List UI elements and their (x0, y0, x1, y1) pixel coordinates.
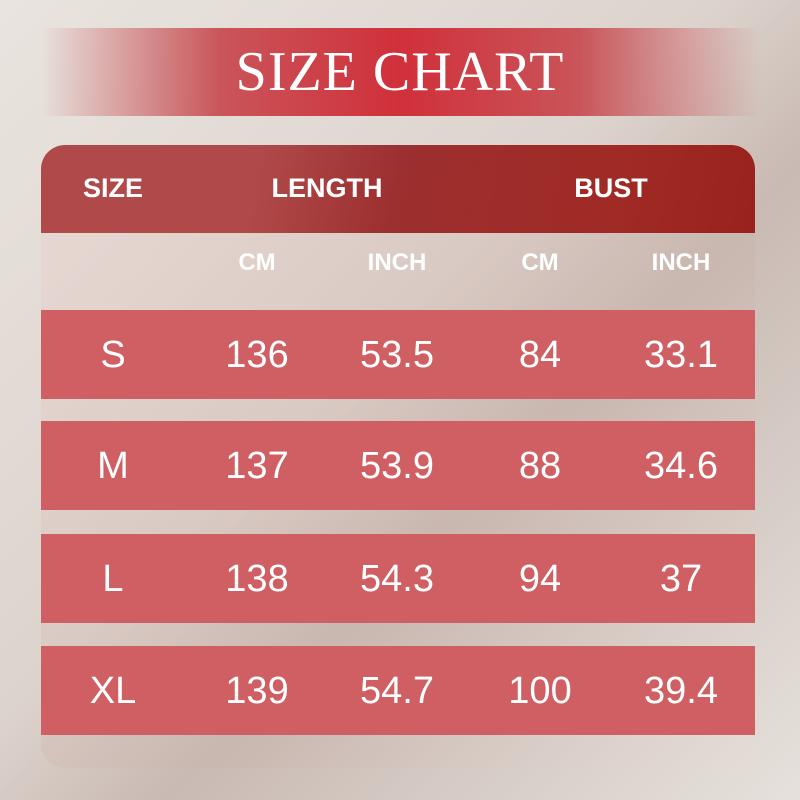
table-row: S 136 53.5 84 33.1 (41, 310, 755, 399)
size-table: SIZE LENGTH BUST CM INCH CM INCH S 136 53.… (41, 145, 755, 768)
header-length: LENGTH (271, 173, 383, 203)
cell-length-inch: 53.9 (360, 445, 434, 487)
cell-bust-inch: 33.1 (644, 334, 718, 376)
cell-length-inch: 54.3 (360, 558, 434, 600)
page-title: SIZE CHART (235, 41, 565, 103)
cell-length-inch: 53.5 (360, 334, 434, 376)
cell-size: XL (89, 670, 137, 712)
unit-length-inch: INCH (367, 249, 427, 276)
header-bust: BUST (574, 173, 648, 203)
unit-bust-cm: CM (521, 249, 559, 276)
cell-bust-cm: 94 (518, 558, 562, 600)
table-row: XL 139 54.7 100 39.4 (41, 646, 755, 735)
table-row: L 138 54.3 94 37 (41, 534, 755, 623)
cell-size: L (102, 558, 124, 600)
unit-length-cm: CM (238, 249, 276, 276)
cell-length-cm: 137 (225, 445, 289, 487)
cell-size: S (100, 334, 126, 376)
cell-bust-cm: 84 (518, 334, 562, 376)
cell-bust-inch: 34.6 (644, 445, 718, 487)
unit-header: CM INCH CM INCH (41, 233, 755, 310)
cell-length-cm: 136 (225, 334, 289, 376)
cell-length-inch: 54.7 (360, 670, 434, 712)
cell-bust-inch: 39.4 (644, 670, 718, 712)
header-size: SIZE (82, 173, 144, 203)
cell-length-cm: 138 (225, 558, 289, 600)
cell-length-cm: 139 (225, 670, 289, 712)
table-row: M 137 53.9 88 34.6 (41, 421, 755, 510)
title-banner: SIZE CHART (40, 28, 760, 116)
table-header: SIZE LENGTH BUST (41, 145, 755, 233)
cell-bust-cm: 88 (518, 445, 562, 487)
unit-bust-inch: INCH (651, 249, 711, 276)
cell-size: M (97, 445, 129, 487)
cell-bust-inch: 37 (659, 558, 703, 600)
cell-bust-cm: 100 (508, 670, 572, 712)
